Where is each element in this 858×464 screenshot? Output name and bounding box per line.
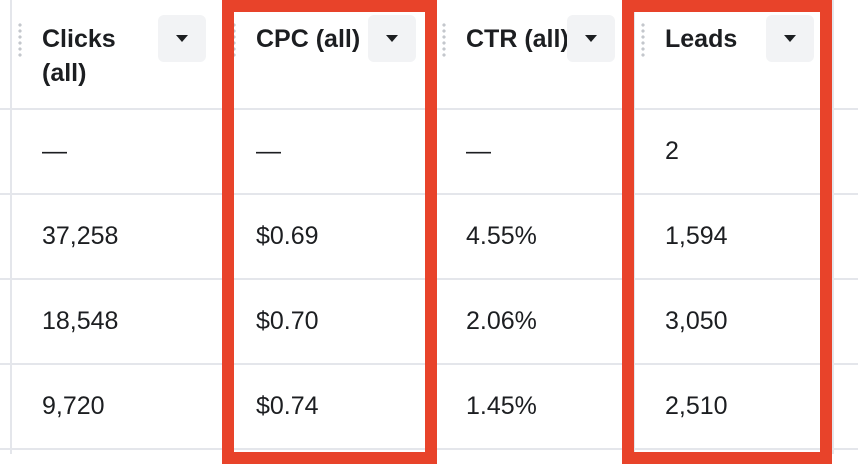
table-cell: 3,050: [665, 306, 728, 335]
highlight-box: [222, 0, 437, 464]
table-cell: 4.55%: [466, 221, 537, 250]
table-cell: 1,594: [665, 221, 728, 250]
column-divider: [10, 0, 12, 454]
table-cell: 37,258: [42, 221, 119, 250]
highlight-box: [622, 0, 832, 464]
column-header: CTR (all): [466, 25, 569, 53]
table-cell: 2: [665, 136, 679, 165]
drag-handle[interactable]: [18, 22, 22, 58]
table-cell: $0.74: [256, 391, 319, 420]
column-header: CPC (all): [256, 25, 361, 53]
table-cell: 9,720: [42, 391, 105, 420]
table-cell: $0.69: [256, 221, 319, 250]
table-cell: —: [256, 136, 281, 165]
sort-dropdown[interactable]: [567, 15, 615, 62]
table-cell: 1.45%: [466, 391, 537, 420]
sort-dropdown[interactable]: [368, 15, 416, 62]
column-header: Clicks (all): [42, 25, 116, 87]
sort-dropdown[interactable]: [158, 15, 206, 62]
table-cell: 2,510: [665, 391, 728, 420]
column-divider: [832, 0, 834, 454]
drag-handle[interactable]: [641, 22, 645, 58]
drag-handle[interactable]: [232, 22, 236, 58]
table-cell: —: [466, 136, 491, 165]
sort-dropdown[interactable]: [766, 15, 814, 62]
table-cell: —: [42, 136, 67, 165]
drag-handle[interactable]: [442, 22, 446, 58]
table-cell: 18,548: [42, 306, 119, 335]
column-header: Leads: [665, 25, 738, 53]
table-cell: $0.70: [256, 306, 319, 335]
table-cell: 2.06%: [466, 306, 537, 335]
column-divider: [633, 0, 635, 454]
